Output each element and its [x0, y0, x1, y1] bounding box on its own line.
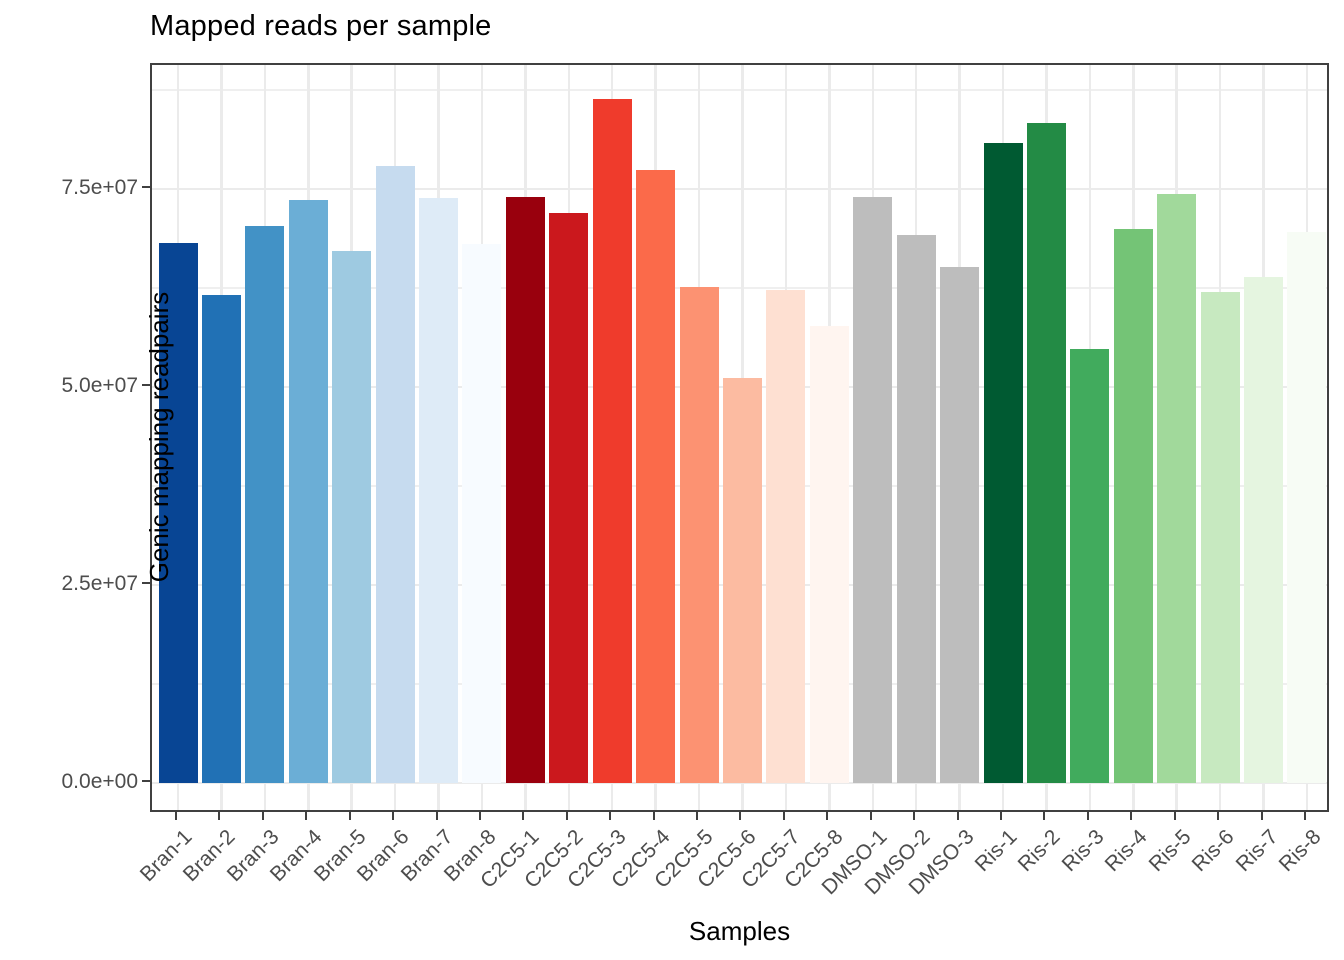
- y-tick-mark: [142, 186, 150, 188]
- x-tick-mark: [565, 812, 568, 820]
- x-tick-mark: [175, 812, 177, 820]
- x-tick-mark: [869, 812, 872, 820]
- bar-Bran-3: [245, 226, 285, 783]
- x-tick-mark: [1173, 812, 1176, 820]
- bar-C2C5-7: [766, 290, 806, 783]
- bar-Bran-2: [201, 295, 241, 783]
- x-tick-mark: [1260, 812, 1263, 820]
- bar-C2C5-1: [505, 196, 545, 783]
- bar-Bran-8: [462, 243, 502, 783]
- bar-Bran-1: [158, 242, 198, 783]
- x-tick-mark: [478, 812, 481, 820]
- gridline-major-y: [152, 782, 1327, 784]
- plot-panel: [150, 63, 1329, 812]
- y-tick-mark: [142, 780, 150, 782]
- x-tick-mark: [609, 812, 612, 820]
- x-tick-mark: [782, 812, 785, 820]
- y-tick-label-7.5e+07: 7.5e+07: [61, 175, 139, 199]
- bar-Ris-7: [1244, 276, 1284, 783]
- bar-Bran-4: [288, 200, 328, 783]
- bar-Bran-6: [375, 166, 415, 783]
- x-tick-mark: [1130, 812, 1133, 820]
- bar-Ris-3: [1070, 348, 1110, 783]
- bar-C2C5-5: [679, 287, 719, 783]
- bar-Ris-1: [983, 143, 1023, 783]
- bar-Ris-2: [1026, 123, 1066, 783]
- x-tick-mark: [956, 812, 959, 820]
- x-axis-title: Samples: [688, 916, 791, 946]
- x-tick-mark: [1000, 812, 1003, 820]
- x-tick-mark: [348, 812, 351, 820]
- bar-DMSO-3: [940, 267, 980, 783]
- x-tick-mark: [696, 812, 699, 820]
- x-tick-mark: [305, 812, 308, 820]
- x-tick-mark: [826, 812, 829, 820]
- x-tick-mark: [435, 812, 438, 820]
- x-tick-mark: [739, 812, 742, 820]
- x-tick-mark: [1086, 812, 1089, 820]
- bar-C2C5-8: [809, 326, 849, 783]
- bar-DMSO-2: [896, 234, 936, 783]
- bar-C2C5-6: [722, 378, 762, 783]
- y-tick-label-2.5e+07: 2.5e+07: [61, 571, 139, 595]
- x-tick-mark: [913, 812, 916, 820]
- bar-C2C5-4: [636, 169, 676, 783]
- x-tick-mark: [261, 812, 264, 820]
- bar-Ris-4: [1113, 229, 1153, 783]
- gridline-minor-y: [152, 287, 1327, 289]
- x-tick-mark: [522, 812, 525, 820]
- bar-Ris-5: [1157, 193, 1197, 783]
- gridline-minor-y: [152, 89, 1327, 91]
- bar-Ris-8: [1287, 231, 1327, 783]
- x-tick-mark: [652, 812, 655, 820]
- bar-Bran-7: [419, 197, 459, 783]
- y-tick-mark: [142, 384, 150, 386]
- y-tick-label-0.0e+00: 0.0e+00: [61, 769, 139, 793]
- x-tick-mark: [1217, 812, 1220, 820]
- bar-C2C5-3: [592, 98, 632, 783]
- bar-Bran-5: [332, 250, 372, 783]
- x-tick-mark: [218, 812, 221, 820]
- y-axis-title: Genic mapping readpairs: [143, 291, 174, 583]
- bar-C2C5-2: [549, 212, 589, 783]
- y-tick-label-5.0e+07: 5.0e+07: [61, 373, 139, 397]
- bar-Ris-6: [1200, 291, 1240, 783]
- bar-DMSO-1: [853, 196, 893, 783]
- x-tick-mark: [1043, 812, 1046, 820]
- chart-title: Mapped reads per sample: [150, 10, 492, 42]
- gridline-major-y: [152, 188, 1327, 190]
- y-tick-mark: [142, 582, 150, 584]
- x-tick-mark: [1303, 812, 1306, 820]
- x-tick-mark: [392, 812, 395, 820]
